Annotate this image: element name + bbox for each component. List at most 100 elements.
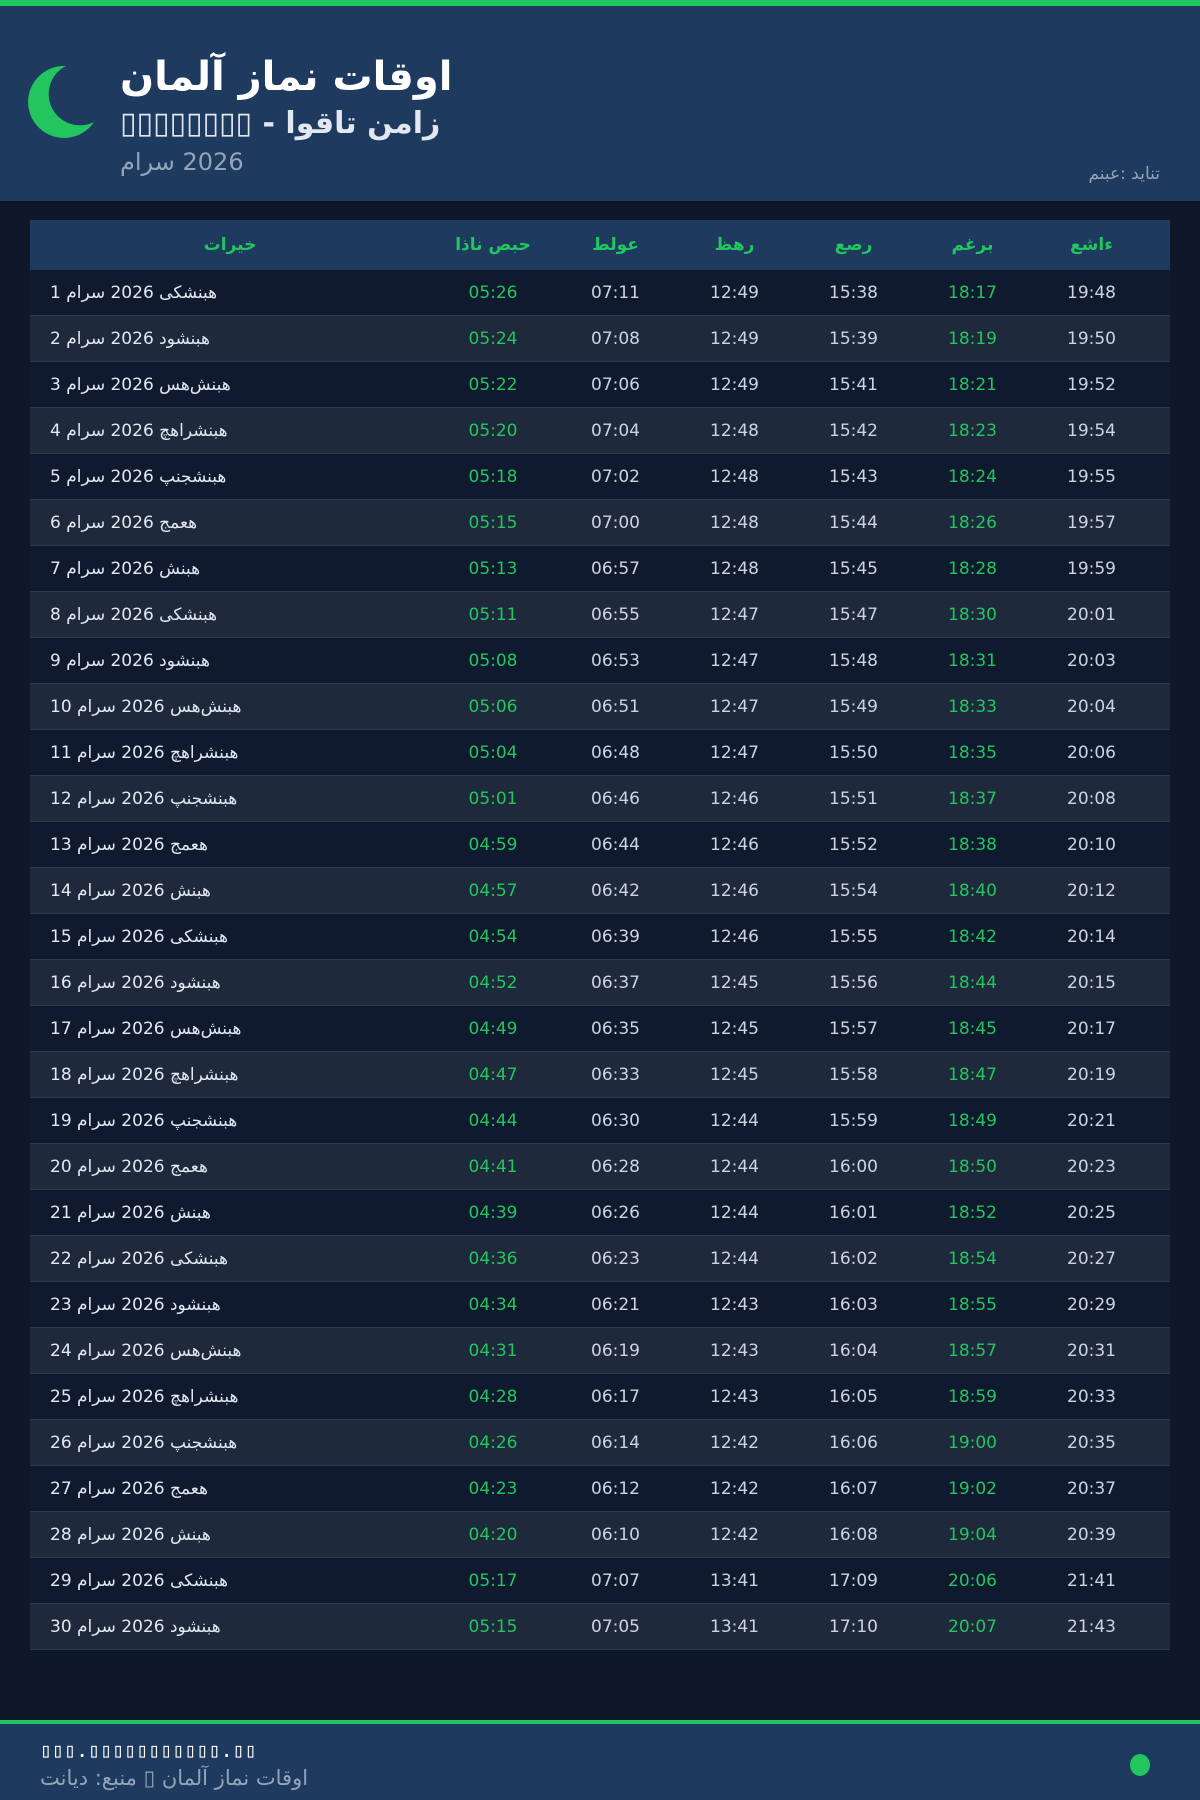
table-row: 17 مارس 2026 سه‌شنبه 04:49 06:35 12:45 15:57… (30, 1006, 1170, 1052)
cell-asr: 16:06 (829, 1432, 878, 1453)
table-row: 4 مارس 2026 چهارشنبه 05:20 07:04 12:48 15:42… (30, 408, 1170, 454)
cell-sunrise: 07:00 (591, 512, 640, 533)
table-row: 6 مارس 2026 جمعه 05:15 07:00 12:48 15:44 18:2… (30, 500, 1170, 546)
cell-asr: 15:52 (829, 834, 878, 855)
cell-fajr: 04:47 (468, 1064, 518, 1085)
cell-dhuhr: 12:46 (710, 788, 759, 809)
cell-date: 11 مارس 2026 چهارشنبه (50, 742, 239, 763)
cell-asr: 16:01 (829, 1202, 878, 1223)
cell-fajr: 04:44 (468, 1110, 518, 1131)
cell-maghrib: 18:33 (948, 696, 997, 717)
top-accent-bar (0, 0, 1200, 6)
cell-asr: 15:50 (829, 742, 878, 763)
cell-dhuhr: 12:47 (710, 650, 759, 671)
table-row: 29 مارس 2026 یکشنبه 05:17 07:07 13:41 17:09 2… (30, 1558, 1170, 1604)
cell-sunrise: 07:04 (591, 420, 640, 441)
cell-maghrib: 20:07 (948, 1616, 997, 1637)
cell-isha: 20:31 (1067, 1340, 1116, 1361)
table-row: 3 مارس 2026 سه‌شنبه 05:22 07:06 12:49 15:41 1… (30, 362, 1170, 408)
table-row: 15 مارس 2026 یکشنبه 04:54 06:39 12:46 15:55 1… (30, 914, 1170, 960)
cell-dhuhr: 12:48 (710, 466, 759, 487)
cell-fajr: 04:36 (468, 1248, 518, 1269)
cell-fajr: 04:34 (468, 1294, 518, 1315)
table-row: 7 مارس 2026 شنبه 05:13 06:57 12:48 15:45 18:2… (30, 546, 1170, 592)
cell-asr: 15:55 (829, 926, 878, 947)
cell-fajr: 04:39 (468, 1202, 518, 1223)
cell-sunrise: 06:44 (591, 834, 640, 855)
cell-asr: 15:49 (829, 696, 878, 717)
cell-asr: 15:39 (829, 328, 878, 349)
footer-accent-bar (0, 1720, 1200, 1724)
cell-fajr: 05:06 (468, 696, 518, 717)
cell-dhuhr: 13:41 (710, 1616, 759, 1637)
cell-fajr: 05:01 (468, 788, 518, 809)
table-row: 2 مارس 2026 دوشنبه 05:24 07:08 12:49 15:39 18… (30, 316, 1170, 362)
cell-maghrib: 18:49 (948, 1110, 997, 1131)
cell-fajr: 05:04 (468, 742, 518, 763)
cell-asr: 16:08 (829, 1524, 878, 1545)
cell-isha: 20:06 (1067, 742, 1116, 763)
cell-isha: 20:04 (1067, 696, 1116, 717)
cell-asr: 15:45 (829, 558, 878, 579)
cell-maghrib: 18:24 (948, 466, 997, 487)
table-row: 28 مارس 2026 شنبه 04:20 06:10 12:42 16:08 19:… (30, 1512, 1170, 1558)
cell-isha: 20:17 (1067, 1018, 1116, 1039)
cell-asr: 17:09 (829, 1570, 878, 1591)
cell-maghrib: 18:55 (948, 1294, 997, 1315)
cell-isha: 20:27 (1067, 1248, 1116, 1269)
cell-sunrise: 07:05 (591, 1616, 640, 1637)
cell-date: 27 مارس 2026 جمعه (50, 1478, 208, 1499)
column-header-maghrib: مغرب (951, 235, 994, 255)
cell-asr: 15:43 (829, 466, 878, 487)
cell-fajr: 05:08 (468, 650, 518, 671)
cell-fajr: 04:49 (468, 1018, 518, 1039)
cell-maghrib: 18:35 (948, 742, 997, 763)
cell-asr: 15:47 (829, 604, 878, 625)
footer-url[interactable]: ▯▯▯.▯▯▯▯▯▯▯▯▯▯▯.▯▯ (40, 1738, 257, 1762)
page-header: اوقات نماز آلمان ▯▯▯▯▯▯▯▯ - اوقات نماز م… (0, 6, 1200, 203)
cell-dhuhr: 12:47 (710, 604, 759, 625)
prayer-times-table: تاریخ اذان صبح طلوع ظهر عصر مغرب عشاء 1 … (30, 220, 1170, 1650)
cell-isha: 20:37 (1067, 1478, 1116, 1499)
cell-dhuhr: 12:49 (710, 282, 759, 303)
cell-dhuhr: 12:45 (710, 1064, 759, 1085)
status-dot-icon (1130, 1754, 1150, 1776)
cell-date: 22 مارس 2026 یکشنبه (50, 1248, 228, 1269)
cell-isha: 20:23 (1067, 1156, 1116, 1177)
cell-maghrib: 18:59 (948, 1386, 997, 1407)
cell-sunrise: 06:39 (591, 926, 640, 947)
cell-sunrise: 06:23 (591, 1248, 640, 1269)
cell-sunrise: 06:10 (591, 1524, 640, 1545)
crescent-moon-icon (28, 65, 94, 138)
cell-fajr: 04:26 (468, 1432, 518, 1453)
page-subtitle: ▯▯▯▯▯▯▯▯ - اوقات نماز (120, 106, 441, 141)
cell-fajr: 04:31 (468, 1340, 518, 1361)
cell-maghrib: 19:04 (948, 1524, 997, 1545)
cell-asr: 15:58 (829, 1064, 878, 1085)
cell-dhuhr: 12:45 (710, 1018, 759, 1039)
cell-date: 2 مارس 2026 دوشنبه (50, 328, 210, 349)
cell-date: 12 مارس 2026 پنجشنبه (50, 788, 238, 809)
cell-sunrise: 06:35 (591, 1018, 640, 1039)
cell-date: 13 مارس 2026 جمعه (50, 834, 208, 855)
table-header: تاریخ اذان صبح طلوع ظهر عصر مغرب عشاء (30, 220, 1170, 270)
cell-sunrise: 06:19 (591, 1340, 640, 1361)
cell-fajr: 05:18 (468, 466, 518, 487)
cell-asr: 17:10 (829, 1616, 878, 1637)
column-header-date: تاریخ (203, 235, 257, 255)
cell-isha: 20:01 (1067, 604, 1116, 625)
cell-sunrise: 06:33 (591, 1064, 640, 1085)
table-row: 22 مارس 2026 یکشنبه 04:36 06:23 12:44 16:02 1… (30, 1236, 1170, 1282)
table-row: 25 مارس 2026 چهارشنبه 04:28 06:17 12:43 16:0… (30, 1374, 1170, 1420)
cell-isha: 20:03 (1067, 650, 1116, 671)
cell-sunrise: 06:51 (591, 696, 640, 717)
month-label: مارس 2026 (120, 148, 244, 176)
cell-fajr: 04:28 (468, 1386, 518, 1407)
cell-isha: 19:55 (1067, 466, 1116, 487)
cell-isha: 21:41 (1067, 1570, 1116, 1591)
cell-maghrib: 18:40 (948, 880, 997, 901)
table-row: 26 مارس 2026 پنجشنبه 04:26 06:14 12:42 16:06… (30, 1420, 1170, 1466)
cell-isha: 20:19 (1067, 1064, 1116, 1085)
cell-date: 25 مارس 2026 چهارشنبه (50, 1386, 239, 1407)
cell-asr: 16:07 (829, 1478, 878, 1499)
